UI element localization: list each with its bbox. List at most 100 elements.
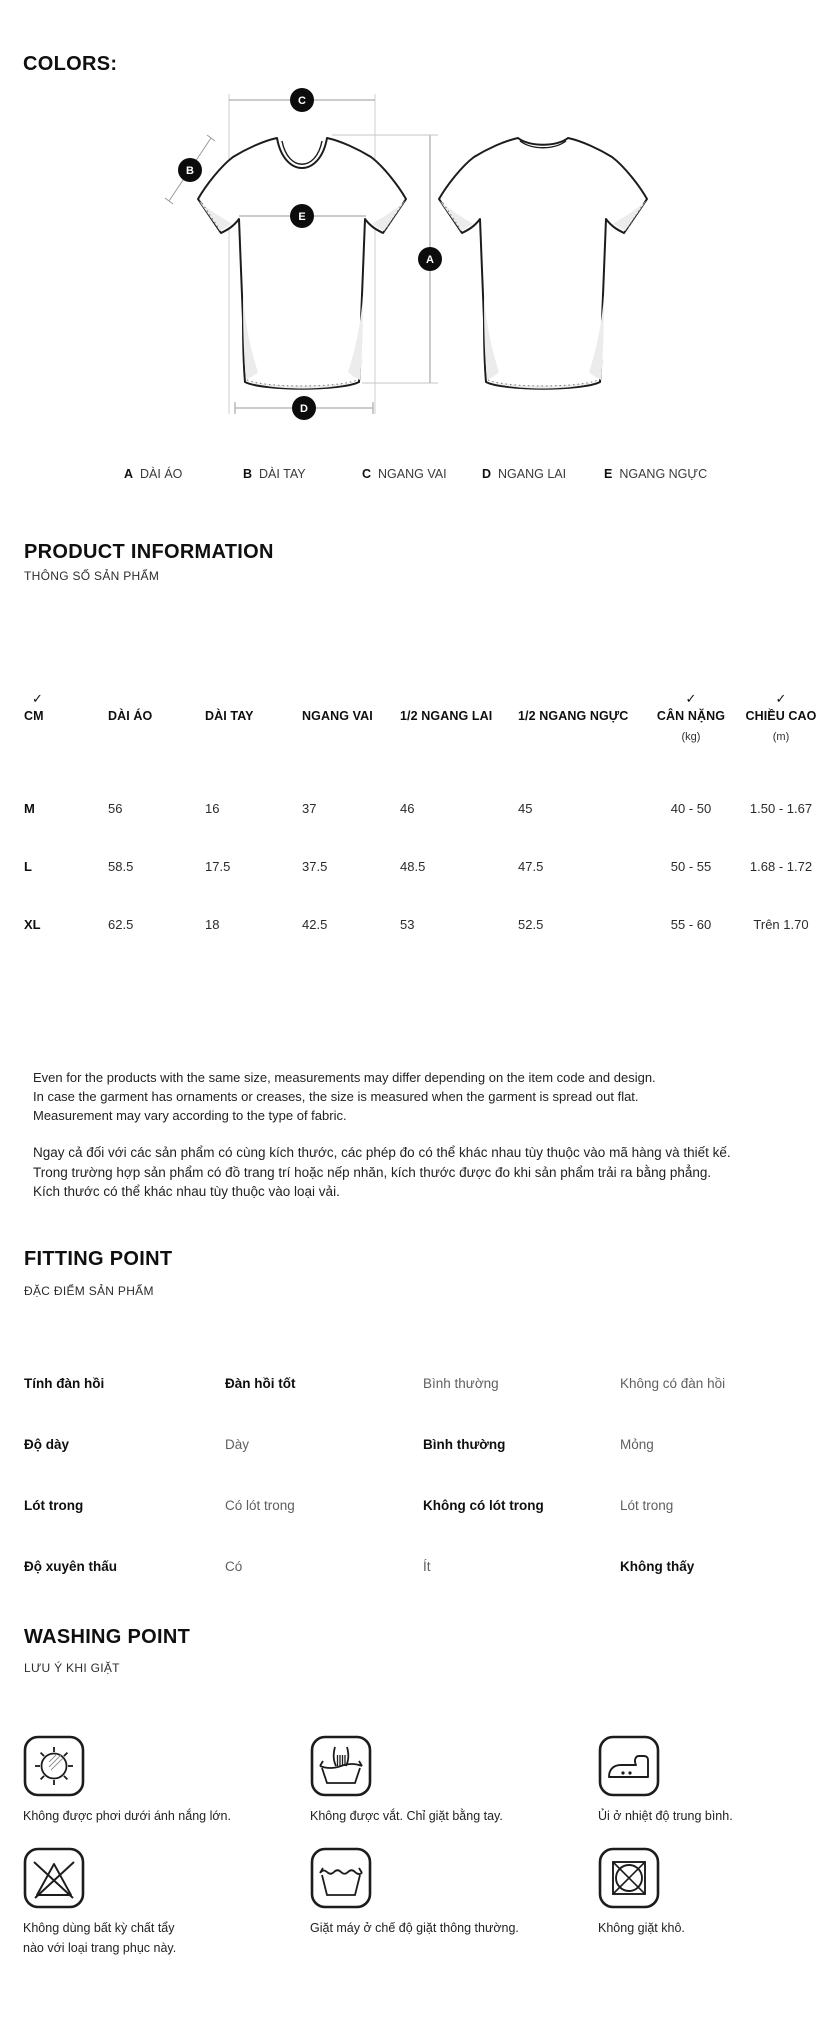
fitting-row: Độ dày Dày Bình thường Mỏng [0, 1437, 835, 1455]
column-unit: (m) [772, 731, 790, 743]
size-label: M [24, 801, 35, 816]
column-label: CÂN NẶNG [656, 709, 726, 723]
size-table-row: M 56 16 37 46 45 40 - 50 1.50 - 1.67 [0, 801, 835, 819]
column-unit [518, 731, 645, 744]
marker-e-circle [290, 204, 314, 228]
fitting-option: Có [225, 1559, 243, 1574]
column-label: CHIỀU CAO [745, 709, 817, 723]
legend-item: C NGANG VAI [362, 467, 447, 481]
column-unit: (kg) [681, 731, 701, 743]
iron-medium-icon [598, 1735, 660, 1797]
value-cell: 56 [108, 801, 123, 816]
value-cell: 18 [205, 917, 220, 932]
header-cell: 1/2 NGANG NGỰC [518, 692, 645, 744]
note-line: Kích thước có thể khác nhau tùy thuộc và… [33, 1184, 340, 1199]
fitting-option: Có lót trong [225, 1498, 295, 1513]
header-cell: DÀI ÁO [108, 692, 205, 744]
fitting-option: Ít [423, 1559, 431, 1574]
hand-wash-icon [310, 1735, 372, 1797]
value-cell: 1.68 - 1.72 [749, 859, 813, 874]
product-information-heading: PRODUCT INFORMATION [24, 541, 274, 563]
check-icon [108, 692, 205, 707]
value-cell: Trên 1.70 [753, 917, 809, 932]
marker-a: A [426, 254, 434, 266]
note-line: Trong trường hợp sản phẩm có đồ trang tr… [33, 1164, 712, 1180]
size-label: L [24, 859, 32, 874]
fitting-label: Độ xuyên thấu [24, 1559, 118, 1574]
fitting-option: Không có lót trong [423, 1498, 544, 1513]
legend-label: DÀI ÁO [140, 467, 183, 481]
wash-caption: Giặt máy ở chế độ giặt thông thường. [310, 1921, 519, 1935]
washing-point-heading: WASHING POINT [24, 1626, 191, 1648]
legend-label: NGANG NGỰC [619, 467, 708, 481]
fitting-option: Bình thường [423, 1376, 499, 1391]
legend-item: E NGANG NGỰC [604, 467, 707, 481]
wash-caption: Ủi ở nhiệt độ trung bình. [598, 1809, 733, 1823]
marker-e: E [298, 211, 305, 223]
check-icon: ✓ [775, 691, 787, 706]
legend-item: A DÀI ÁO [124, 467, 182, 481]
header-cell: 1/2 NGANG LAI [400, 692, 518, 744]
header-cell: ✓ CHIỀU CAO (m) [737, 692, 825, 744]
legend-label: NGANG LAI [498, 467, 567, 481]
column-unit [24, 731, 108, 744]
marker-a-circle [418, 247, 442, 271]
size-table-row: XL 62.5 18 42.5 53 52.5 55 - 60 Trên 1.7… [0, 917, 835, 935]
header-cell: NGANG VAI [302, 692, 400, 744]
column-label: CM [24, 709, 44, 723]
value-cell: 53 [400, 917, 415, 932]
column-label: 1/2 NGANG LAI [400, 709, 493, 723]
legend-label: DÀI TAY [259, 467, 306, 481]
legend-letter: B [243, 467, 253, 481]
check-icon: ✓ [32, 691, 43, 706]
size-label: XL [24, 917, 41, 932]
check-icon [302, 692, 400, 707]
value-cell: 58.5 [108, 859, 134, 874]
value-cell: 52.5 [518, 917, 544, 932]
value-cell: 55 - 60 [670, 917, 712, 932]
no-bleach-icon [23, 1847, 85, 1909]
column-unit [400, 731, 518, 744]
legend-letter: C [362, 467, 372, 481]
fitting-point-subheading: ĐẶC ĐIỂM SẢN PHẨM [24, 1284, 154, 1298]
no-dry-clean-icon [598, 1847, 660, 1909]
value-cell: 48.5 [400, 859, 426, 874]
column-label: DÀI TAY [205, 709, 254, 723]
column-unit [205, 731, 302, 744]
machine-wash-icon [310, 1847, 372, 1909]
note-line: Ngay cả đối với các sản phẩm có cùng kíc… [33, 1145, 731, 1160]
guide-lines [228, 94, 376, 414]
fitting-option: Đàn hồi tốt [225, 1376, 296, 1391]
note-line: Even for the products with the same size… [33, 1070, 656, 1085]
legend-letter: E [604, 467, 613, 481]
product-information-subheading: THÔNG SỐ SẢN PHẨM [24, 569, 160, 583]
marker-b-circle [178, 158, 202, 182]
washing-point-subheading: LƯU Ý KHI GIẶT [24, 1661, 120, 1675]
check-icon [518, 692, 645, 707]
fitting-label: Tính đàn hồi [24, 1376, 105, 1391]
value-cell: 42.5 [302, 917, 328, 932]
size-table-header: ✓ CM DÀI ÁO DÀI TAY NGANG VAI 1/2 NGANG … [0, 692, 835, 744]
fitting-row: Độ xuyên thấu Có Ít Không thấy [0, 1559, 835, 1577]
column-label: 1/2 NGANG NGỰC [518, 709, 629, 723]
fitting-option: Mỏng [620, 1437, 654, 1452]
fitting-label: Độ dày [24, 1437, 70, 1452]
marker-d: D [300, 403, 308, 415]
fitting-point-heading: FITTING POINT [24, 1248, 173, 1270]
header-cell: DÀI TAY [205, 692, 302, 744]
value-cell: 37 [302, 801, 317, 816]
legend-item: D NGANG LAI [482, 467, 566, 481]
legend-letter: A [124, 467, 134, 481]
measurement-notes-vi: Ngay cả đối với các sản phẩm có cùng kíc… [33, 1143, 731, 1202]
value-cell: 37.5 [302, 859, 328, 874]
wash-caption: Không giặt khô. [598, 1921, 685, 1935]
tshirt-front [197, 137, 407, 390]
column-label: DÀI ÁO [108, 709, 153, 723]
no-sun-icon [23, 1735, 85, 1797]
header-cell: ✓ CM [24, 692, 108, 744]
value-cell: 45 [518, 801, 533, 816]
value-cell: 40 - 50 [670, 801, 712, 816]
fitting-row: Tính đàn hồi Đàn hồi tốt Bình thường Khô… [0, 1376, 835, 1394]
fitting-option: Lót trong [620, 1498, 674, 1513]
